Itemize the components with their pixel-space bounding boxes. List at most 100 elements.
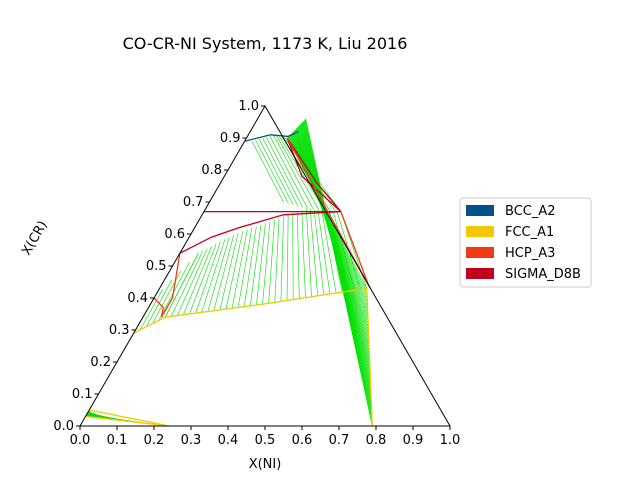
- x-tick-label: 0.8: [366, 433, 387, 448]
- tie-line-sigma-fcc: [305, 208, 312, 297]
- y-axis-title: X(CR): [19, 218, 51, 258]
- tie-line-sigma-fcc: [274, 218, 280, 303]
- tie-line-bcc-fcc-right: [289, 135, 368, 307]
- boundary-hcp-a3: [286, 137, 370, 286]
- tie-line-sigma-fcc: [317, 209, 331, 295]
- tie-line-sigma-fcc: [231, 229, 248, 309]
- boundary-bcc-a2: [244, 131, 299, 142]
- tie-line-sigma-fcc-left: [164, 253, 199, 318]
- tie-line-sigma-fcc: [195, 241, 221, 314]
- x-tick-label: 0.5: [255, 433, 276, 448]
- legend-label: FCC_A1: [505, 225, 554, 240]
- legend-swatch: [466, 205, 494, 216]
- tie-line-bcc-sigma: [273, 134, 314, 210]
- y-tick-label: 0.4: [127, 291, 148, 306]
- legend-swatch: [466, 247, 494, 258]
- x-tick-label: 0.2: [144, 433, 165, 448]
- boundary-fcc-a1: [165, 287, 367, 318]
- tie-line-sigma-fcc: [329, 210, 349, 292]
- tie-line-sigma-fcc: [170, 250, 204, 317]
- boundary-fcc-a1: [85, 415, 169, 427]
- tie-line-sigma-fcc: [250, 224, 262, 306]
- triangle-outline: [79, 105, 451, 427]
- tie-line-sigma-fcc: [325, 210, 343, 293]
- tie-line-sigma-fcc: [183, 246, 212, 315]
- tie-line-bcc-sigma: [258, 139, 294, 205]
- phase-boundaries: [85, 131, 373, 427]
- x-tick-label: 0.7: [329, 433, 350, 448]
- y-tick-label: 0.2: [90, 355, 111, 370]
- tie-line-sigma-fcc: [332, 210, 355, 291]
- x-axis-ticks: 0.0 0.1 0.2 0.3 0.4 0.5 0.6 0.7 0.8 0.9 1.0: [70, 426, 461, 448]
- tie-line-sigma-fcc: [296, 211, 300, 299]
- y-tick-label: 0.3: [109, 323, 130, 338]
- tie-line-hcp-fcc: [88, 410, 91, 418]
- boundary-sigma-d8b: [286, 137, 342, 213]
- tie-line-sigma-fcc: [177, 248, 208, 316]
- tie-line-sigma-fcc: [301, 209, 306, 298]
- x-tick-label: 0.4: [218, 433, 239, 448]
- tie-line-bcc-sigma: [262, 137, 299, 207]
- tie-line-sigma-fcc: [207, 237, 230, 312]
- y-tick-label: 0.6: [164, 227, 185, 242]
- x-tick-label: 1.0: [440, 433, 461, 448]
- y-tick-label: 0.8: [201, 163, 222, 178]
- legend-swatch: [466, 226, 494, 237]
- tie-line-bcc-fcc-right: [289, 134, 368, 310]
- tie-line-sigma-fcc: [213, 234, 234, 311]
- tie-line-bcc-sigma: [276, 135, 320, 210]
- tie-line-sigma-fcc: [237, 227, 253, 308]
- tie-line-bcc-sigma: [255, 140, 289, 204]
- y-tick-label: 0.0: [53, 419, 74, 434]
- tie-line-sigma-fcc: [256, 223, 266, 306]
- tie-line-bcc-fcc-right: [290, 133, 369, 317]
- tie-line-bcc-sigma: [266, 136, 303, 208]
- tie-lines: [85, 118, 373, 427]
- y-tick-label: 0.5: [146, 259, 167, 274]
- triangle-frame: [79, 105, 451, 427]
- x-tick-label: 0.9: [403, 433, 424, 448]
- y-tick-label: 0.7: [183, 195, 204, 210]
- y-tick-label: 1.0: [238, 99, 259, 114]
- tie-line-sigma-fcc: [243, 226, 257, 307]
- tie-line-bcc-sigma: [251, 141, 284, 203]
- tie-line-hcp-fcc: [88, 410, 96, 418]
- tie-line-sigma-fcc-left: [139, 288, 164, 331]
- x-tick-label: 0.6: [292, 433, 313, 448]
- tie-line-sigma-fcc: [262, 221, 271, 305]
- tie-line-sigma-fcc: [321, 209, 337, 294]
- legend-swatch: [466, 268, 494, 279]
- tie-line-sigma-fcc: [286, 214, 289, 301]
- legend-label: HCP_A3: [505, 246, 555, 261]
- boundary-fcc-a1: [89, 409, 169, 427]
- tie-line-sigma-fcc: [219, 232, 239, 310]
- y-tick-label: 0.9: [220, 131, 241, 146]
- boundary-sigma-d8b: [286, 137, 342, 213]
- tie-line-bcc-fcc-right: [290, 134, 369, 314]
- boundary-sigma-d8b: [179, 210, 341, 254]
- tie-line-sigma-fcc: [309, 208, 318, 296]
- chart-title: CO-CR-NI System, 1173 K, Liu 2016: [123, 34, 408, 53]
- legend: BCC_A2 FCC_A1 HCP_A3 SIGMA_D8B: [459, 197, 592, 288]
- boundary-hcp-a3: [160, 253, 181, 318]
- x-axis-title: X(NI): [249, 457, 282, 472]
- x-tick-label: 0.0: [70, 433, 91, 448]
- tie-line-bcc-fcc-right: [288, 135, 368, 303]
- y-axis-ticks: 0.0 0.1 0.2 0.3 0.4 0.5 0.6 0.7 0.8 0.9 1.0: [53, 99, 265, 434]
- legend-label: BCC_A2: [505, 204, 556, 219]
- boundary-fcc-a1: [133, 316, 166, 334]
- tie-line-bcc-sigma: [269, 135, 309, 209]
- boundary-fcc-a1: [366, 288, 373, 427]
- boundary-hcp-a3: [153, 297, 164, 318]
- y-tick-label: 0.1: [72, 387, 93, 402]
- tie-line-bcc-sigma: [278, 135, 325, 211]
- tie-line-sigma-fcc: [225, 231, 244, 310]
- x-tick-label: 0.3: [181, 433, 202, 448]
- tie-line-sigma-fcc: [313, 209, 325, 295]
- tie-line-sigma-fcc: [189, 243, 217, 315]
- tie-line-sigma-fcc: [280, 216, 284, 302]
- tie-line-sigma-fcc: [268, 219, 275, 304]
- legend-label: SIGMA_D8B: [505, 267, 581, 282]
- tie-line-sigma-fcc: [201, 239, 226, 313]
